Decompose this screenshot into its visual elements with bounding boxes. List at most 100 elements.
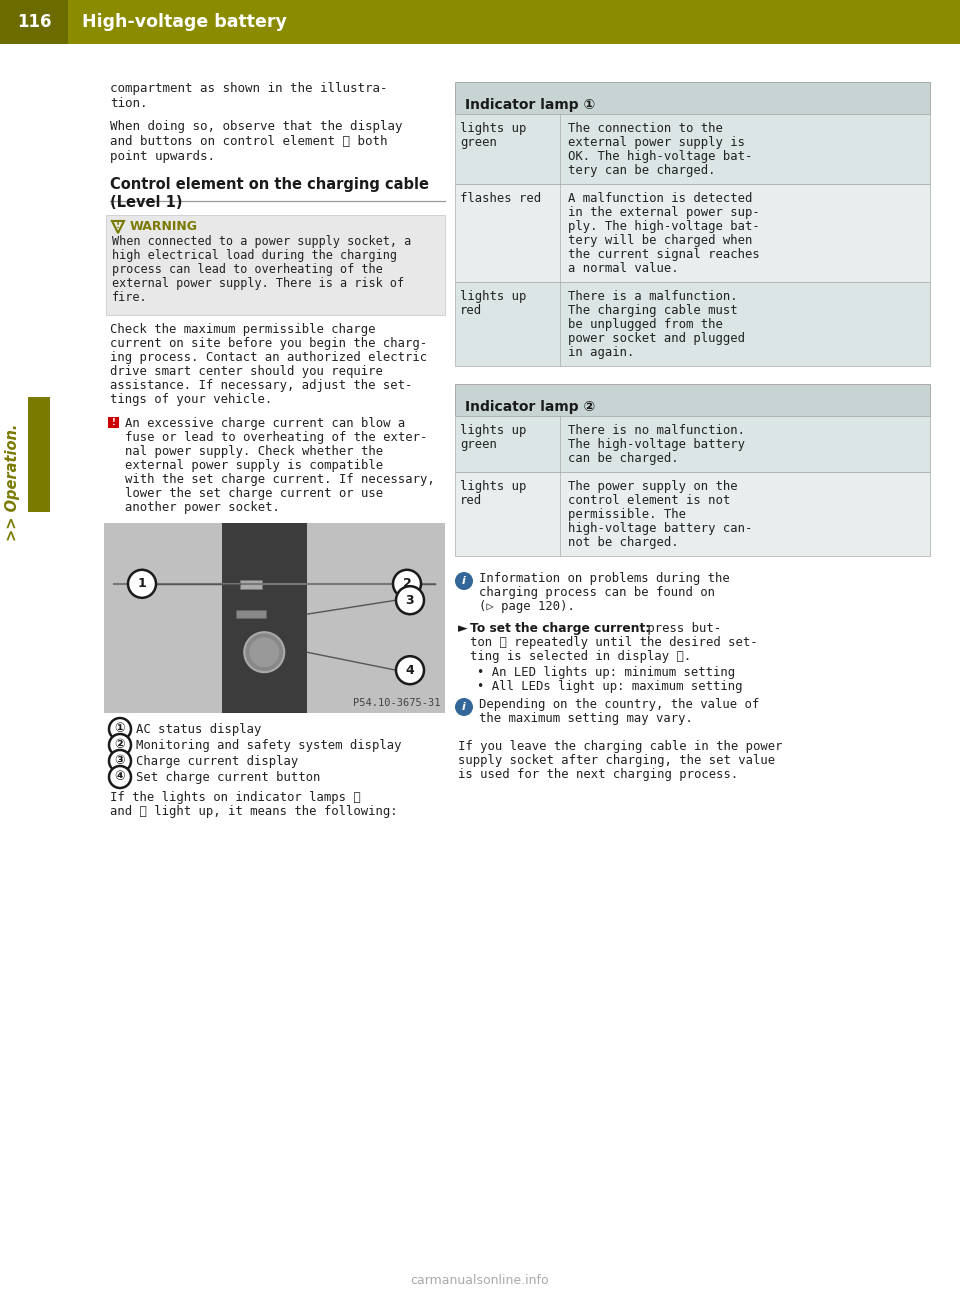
Text: !: ! [116,221,120,230]
Text: The charging cable must: The charging cable must [568,303,737,316]
Text: • An LED lights up: minimum setting: • An LED lights up: minimum setting [477,667,735,680]
Bar [106,215,445,315]
Text: control element is not: control element is not [568,493,731,506]
Bar [68,0,960,44]
Text: fire.: fire. [112,292,148,303]
Text: ③: ③ [114,754,126,767]
Text: red: red [460,493,482,506]
Text: be unplugged from the: be unplugged from the [568,318,723,331]
Text: nal power supply. Check whether the: nal power supply. Check whether the [125,445,383,458]
Circle shape [393,570,421,598]
Circle shape [250,637,279,667]
Circle shape [109,734,131,756]
Text: external power supply. There is a risk of: external power supply. There is a risk o… [112,277,404,290]
Text: and buttons on control element ④ both: and buttons on control element ④ both [110,135,388,148]
Text: high-voltage battery can-: high-voltage battery can- [568,522,753,535]
Text: ②: ② [114,738,126,751]
Text: green: green [460,437,497,450]
Text: When connected to a power supply socket, a: When connected to a power supply socket,… [112,234,411,247]
Text: in the external power sup-: in the external power sup- [568,206,759,219]
Text: fuse or lead to overheating of the exter-: fuse or lead to overheating of the exter… [125,431,427,444]
Text: 3: 3 [406,594,415,607]
Text: can be charged.: can be charged. [568,452,679,465]
Text: permissible. The: permissible. The [568,508,686,521]
Text: The high-voltage battery: The high-voltage battery [568,437,745,450]
Text: i: i [462,575,466,586]
Circle shape [455,698,473,716]
Circle shape [396,586,424,615]
Bar [455,184,930,283]
Bar [0,0,68,44]
Text: • All LEDs light up: maximum setting: • All LEDs light up: maximum setting [477,680,742,693]
Text: supply socket after charging, the set value: supply socket after charging, the set va… [458,754,775,767]
Text: external power supply is compatible: external power supply is compatible [125,460,383,473]
Text: lights up: lights up [460,290,526,303]
Text: ing process. Contact an authorized electric: ing process. Contact an authorized elect… [110,352,427,365]
Text: power socket and plugged: power socket and plugged [568,332,745,345]
Text: Indicator lamp ①: Indicator lamp ① [465,98,595,112]
Bar [455,82,930,115]
Text: Depending on the country, the value of: Depending on the country, the value of [479,698,759,711]
Bar [236,611,266,618]
Circle shape [396,656,424,684]
Text: green: green [460,135,497,148]
Text: press but-: press but- [640,622,721,635]
Circle shape [455,572,473,590]
Circle shape [109,766,131,788]
Text: a normal value.: a normal value. [568,262,679,275]
Text: OK. The high-voltage bat-: OK. The high-voltage bat- [568,150,753,163]
Text: tery will be charged when: tery will be charged when [568,234,753,247]
Text: high electrical load during the charging: high electrical load during the charging [112,249,397,262]
Bar [104,523,445,713]
Text: red: red [460,303,482,316]
Circle shape [244,633,284,672]
Text: If the lights on indicator lamps ①: If the lights on indicator lamps ① [110,792,361,805]
Text: To set the charge current:: To set the charge current: [470,622,650,635]
Text: (▷ page 120).: (▷ page 120). [479,600,575,613]
Text: Charge current display: Charge current display [136,755,299,768]
Text: The power supply on the: The power supply on the [568,480,737,493]
Text: tion.: tion. [110,98,148,109]
Text: ①: ① [114,723,126,736]
Text: ton ④ repeatedly until the desired set-: ton ④ repeatedly until the desired set- [470,635,757,648]
Text: assistance. If necessary, adjust the set-: assistance. If necessary, adjust the set… [110,379,413,392]
Text: Monitoring and safety system display: Monitoring and safety system display [136,740,401,753]
Text: and ② light up, it means the following:: and ② light up, it means the following: [110,805,397,818]
Text: ply. The high-voltage bat-: ply. The high-voltage bat- [568,220,759,233]
Text: ting is selected in display ③.: ting is selected in display ③. [470,650,691,663]
Text: (Level 1): (Level 1) [110,195,182,210]
Text: High-voltage battery: High-voltage battery [82,13,287,31]
Text: Set charge current button: Set charge current button [136,771,321,784]
Text: An excessive charge current can blow a: An excessive charge current can blow a [125,417,405,430]
Text: point upwards.: point upwards. [110,150,215,163]
Text: A malfunction is detected: A malfunction is detected [568,191,753,204]
Text: Check the maximum permissible charge: Check the maximum permissible charge [110,323,375,336]
Circle shape [109,717,131,740]
Text: Indicator lamp ②: Indicator lamp ② [465,400,595,414]
Text: lower the set charge current or use: lower the set charge current or use [125,487,383,500]
Text: flashes red: flashes red [460,191,541,204]
Text: in again.: in again. [568,346,635,359]
Text: current on site before you begin the charg-: current on site before you begin the cha… [110,337,427,350]
Text: If you leave the charging cable in the power: If you leave the charging cable in the p… [458,740,782,753]
Text: charging process can be found on: charging process can be found on [479,586,715,599]
Text: Information on problems during the: Information on problems during the [479,572,730,585]
Text: Control element on the charging cable: Control element on the charging cable [110,177,429,191]
Text: external power supply is: external power supply is [568,135,745,148]
Text: There is a malfunction.: There is a malfunction. [568,290,737,303]
Text: i: i [462,702,466,712]
Text: 1: 1 [137,577,146,590]
Circle shape [128,570,156,598]
Text: not be charged.: not be charged. [568,536,679,549]
Bar [108,417,119,428]
Text: lights up: lights up [460,122,526,135]
Text: tery can be charged.: tery can be charged. [568,164,715,177]
Bar [455,283,930,366]
Text: AC status display: AC status display [136,723,261,736]
Text: 116: 116 [16,13,51,31]
Text: 2: 2 [402,577,412,590]
Bar [455,384,930,417]
Text: carmanualsonline.info: carmanualsonline.info [411,1273,549,1286]
Text: ④: ④ [114,771,126,784]
Text: The connection to the: The connection to the [568,122,723,135]
